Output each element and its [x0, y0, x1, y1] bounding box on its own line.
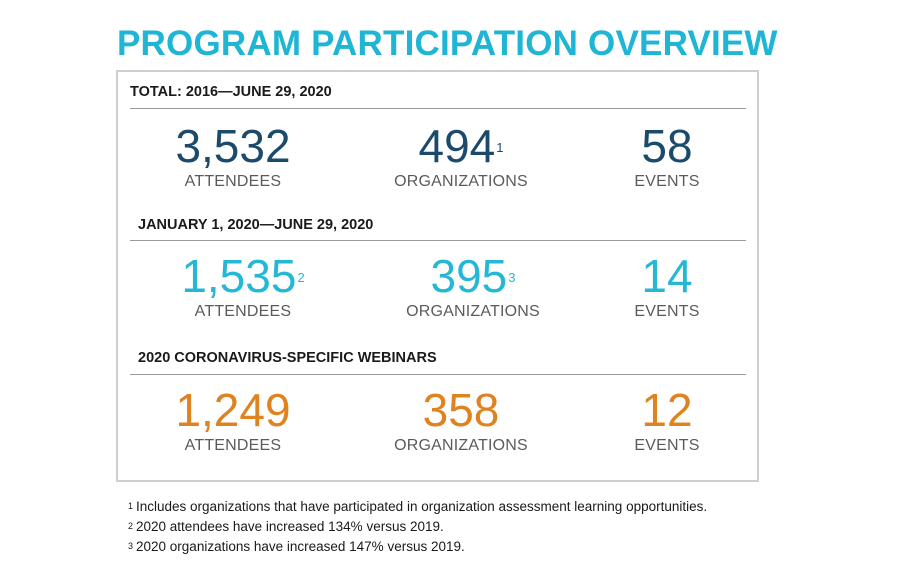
stat-value: 3953	[430, 250, 516, 302]
stat-value: 3,532	[175, 120, 291, 172]
stat-total-events: 58 EVENTS	[567, 122, 767, 191]
stat-value: 1,249	[175, 384, 291, 436]
footnotes: 1 Includes organizations that have partic…	[128, 497, 707, 557]
stat-2020-events: 14 EVENTS	[567, 252, 767, 321]
footnote-marker: 3	[508, 270, 516, 285]
stat-value: 4941	[418, 120, 504, 172]
stat-value: 14	[641, 250, 693, 302]
stat-2020-organizations: 3953 ORGANIZATIONS	[373, 252, 573, 321]
section-divider	[130, 108, 746, 109]
stat-label: ORGANIZATIONS	[394, 437, 528, 454]
stat-value: 1,5352	[181, 250, 305, 302]
stat-label: EVENTS	[634, 437, 700, 454]
section-heading-webinars: 2020 CORONAVIRUS-SPECIFIC WEBINARS	[138, 350, 437, 366]
stat-value: 58	[641, 120, 693, 172]
stat-2020-attendees: 1,5352 ATTENDEES	[143, 252, 343, 321]
footnote-marker: 2	[297, 270, 305, 285]
overview-panel: TOTAL: 2016—JUNE 29, 2020 3,532 ATTENDEE…	[116, 70, 759, 482]
stat-label: EVENTS	[634, 173, 700, 190]
stat-total-organizations: 4941 ORGANIZATIONS	[361, 122, 561, 191]
stat-label: ATTENDEES	[184, 173, 282, 190]
stat-webinar-events: 12 EVENTS	[567, 386, 767, 455]
section-divider	[130, 240, 746, 241]
stat-label: ORGANIZATIONS	[406, 303, 540, 320]
stat-value: 358	[422, 384, 500, 436]
stat-webinar-attendees: 1,249 ATTENDEES	[133, 386, 333, 455]
stat-label: ATTENDEES	[184, 437, 282, 454]
footnote: 1 Includes organizations that have partic…	[128, 499, 708, 514]
footnote: 3 2020 organizations have increased 147% …	[128, 539, 465, 554]
footnote-marker: 1	[496, 140, 504, 155]
section-heading-total: TOTAL: 2016—JUNE 29, 2020	[130, 84, 332, 100]
stat-value: 12	[641, 384, 693, 436]
section-divider	[130, 374, 746, 375]
stat-label: ORGANIZATIONS	[394, 173, 528, 190]
footnote: 2 2020 attendees have increased 134% vers…	[128, 519, 444, 534]
page-title: PROGRAM PARTICIPATION OVERVIEW	[117, 24, 778, 63]
stat-label: ATTENDEES	[194, 303, 292, 320]
stat-webinar-organizations: 358 ORGANIZATIONS	[361, 386, 561, 455]
stat-label: EVENTS	[634, 303, 700, 320]
section-heading-2020: JANUARY 1, 2020—JUNE 29, 2020	[138, 217, 374, 233]
stat-total-attendees: 3,532 ATTENDEES	[133, 122, 333, 191]
